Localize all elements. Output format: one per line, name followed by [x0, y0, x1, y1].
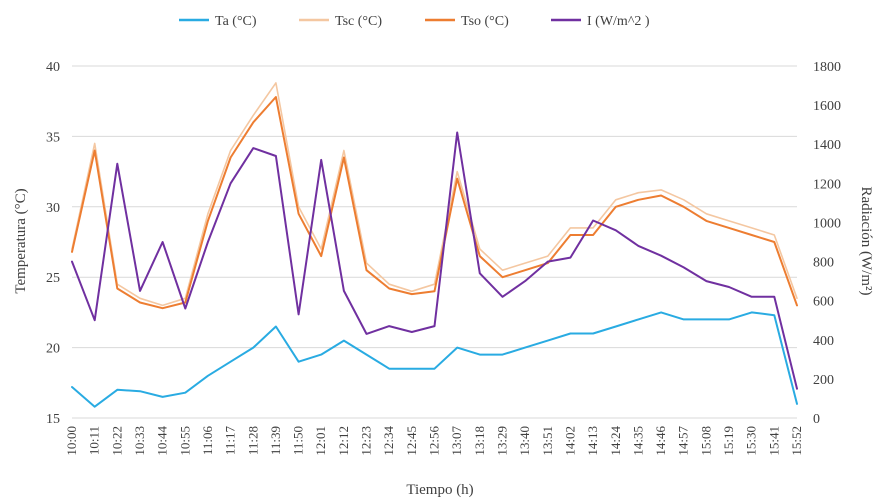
legend-label: I (W/m^2 ) [587, 14, 650, 29]
y2-tick-label: 1800 [813, 60, 841, 75]
x-tick-label: 13:40 [517, 426, 532, 456]
series-line-3 [71, 131, 798, 390]
y2-tick-label: 0 [813, 412, 820, 427]
left-y-axis-ticks: 15 20 25 30 35 40 [46, 60, 60, 427]
legend-label: Tsc (°C) [335, 14, 382, 29]
x-tick-label: 14:35 [630, 426, 645, 456]
y2-tick-label: 1600 [813, 99, 841, 114]
right-y-axis-ticks: 0 200 400 600 800 1000 1200 1400 1600 1800 [813, 60, 841, 427]
y2-tick-label: 1000 [813, 216, 841, 231]
x-tick-label: 13:51 [540, 426, 555, 456]
x-tick-label: 15:41 [766, 426, 781, 456]
x-tick-label: 10:22 [109, 426, 124, 456]
y2-tick-label: 800 [813, 256, 834, 271]
y-axis-title: Temperatura (°C) [13, 188, 29, 293]
x-tick-label: 12:34 [381, 426, 396, 456]
x-tick-label: 12:01 [313, 426, 328, 456]
y-tick-label: 20 [46, 342, 60, 357]
x-tick-label: 15:30 [744, 426, 759, 456]
x-axis-title: Tiempo (h) [406, 482, 473, 498]
x-tick-label: 14:02 [562, 426, 577, 456]
x-tick-label: 10:33 [132, 426, 147, 456]
x-tick-label: 13:18 [472, 426, 487, 456]
x-tick-label: 14:24 [608, 426, 623, 456]
y-tick-label: 15 [46, 412, 60, 427]
y-tick-label: 25 [46, 271, 60, 286]
legend-label: Tso (°C) [461, 14, 509, 29]
x-tick-label: 10:00 [64, 426, 79, 456]
series-line-0 [71, 311, 798, 408]
x-tick-label: 15:52 [789, 426, 804, 456]
x-tick-label: 12:56 [427, 426, 442, 456]
y-tick-label: 35 [46, 130, 60, 145]
x-tick-label: 13:29 [494, 426, 509, 456]
x-tick-label: 13:07 [449, 426, 464, 456]
x-tick-label: 11:06 [200, 426, 215, 456]
x-tick-label: 11:28 [245, 426, 260, 455]
x-tick-label: 11:17 [223, 426, 238, 456]
x-tick-label: 11:39 [268, 426, 283, 455]
x-tick-label: 12:23 [359, 426, 374, 456]
x-tick-label: 14:57 [676, 426, 691, 456]
x-tick-label: 12:12 [336, 426, 351, 456]
series-line-1 [71, 82, 798, 307]
y2-tick-label: 200 [813, 373, 834, 388]
x-tick-label: 15:08 [698, 426, 713, 456]
y2-tick-label: 1200 [813, 177, 841, 192]
y-tick-label: 40 [46, 60, 60, 75]
x-tick-label: 10:55 [177, 426, 192, 456]
series-line-2 [71, 96, 798, 310]
x-tick-label: 11:50 [291, 426, 306, 455]
y2-tick-label: 600 [813, 295, 834, 310]
y2-axis-title: Radiación (W/m²) [858, 186, 874, 295]
y2-tick-label: 400 [813, 334, 834, 349]
x-tick-label: 10:11 [87, 426, 102, 455]
x-tick-label: 12:45 [404, 426, 419, 456]
x-tick-label: 10:44 [155, 426, 170, 456]
x-tick-label: 14:46 [653, 426, 668, 456]
y2-tick-label: 1400 [813, 138, 841, 153]
x-tick-label: 15:19 [721, 426, 736, 456]
grid-lines [72, 65, 797, 419]
x-tick-label: 14:13 [585, 426, 600, 456]
plot-series [71, 82, 798, 408]
x-axis-ticks: 10:00 10:11 10:22 10:33 10:44 10:55 11:06 11:17… [64, 426, 804, 456]
y-tick-label: 30 [46, 201, 60, 216]
legend: Ta (°C) Tsc (°C) Tso (°C) I (W/m^2 ) [179, 14, 650, 29]
legend-label: Ta (°C) [215, 14, 257, 29]
